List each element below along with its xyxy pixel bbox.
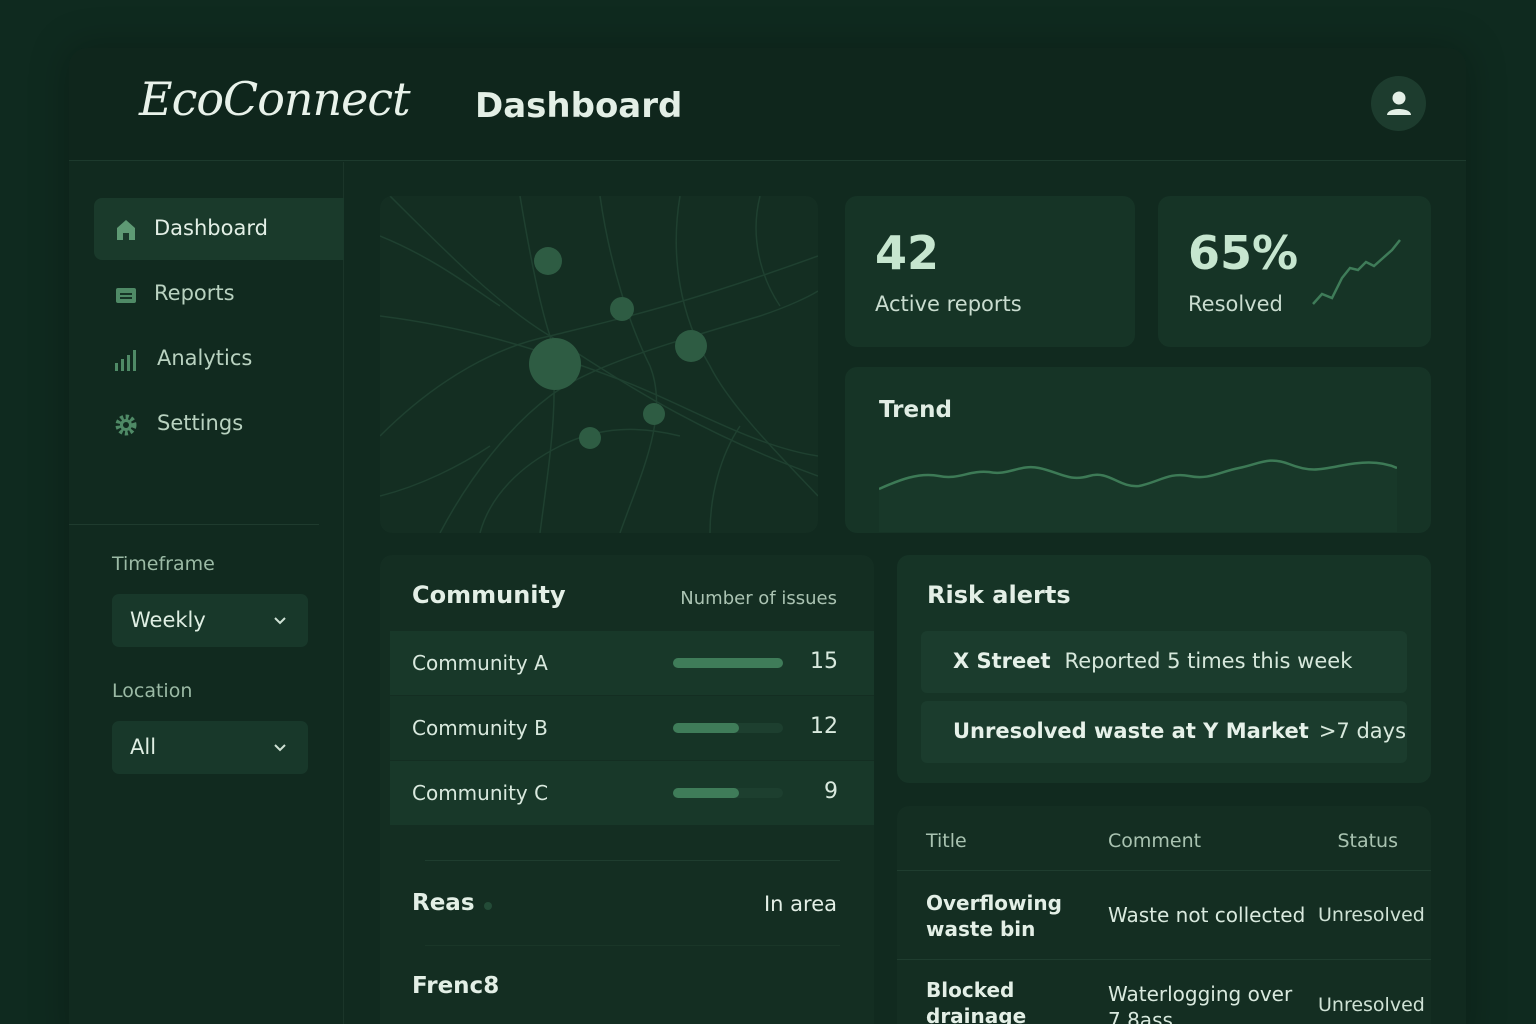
sidebar-item-settings[interactable]: Settings — [94, 393, 344, 455]
community-name: Community B — [412, 716, 548, 740]
issue-bar — [673, 658, 783, 668]
risk-alerts-title: Risk alerts — [927, 581, 1071, 609]
community-row[interactable]: Community C 9 — [390, 761, 874, 825]
location-label: Location — [112, 680, 193, 702]
risk-alert-text: Unresolved waste at Y Market >7 days — [953, 719, 1406, 743]
community-row[interactable]: Community A 15 — [390, 631, 874, 695]
active-reports-label: Active reports — [875, 292, 1022, 316]
issue-bar — [673, 788, 783, 798]
timeframe-select[interactable]: Weekly — [112, 594, 308, 647]
timeframe-label: Timeframe — [112, 553, 215, 575]
column-header-title[interactable]: Title — [926, 830, 967, 852]
avatar[interactable] — [1371, 76, 1426, 131]
top-header: EcoConnect Dashboard — [69, 48, 1466, 161]
risk-alert-detail: >7 days — [1318, 719, 1407, 743]
status-dot — [484, 902, 492, 910]
community-row[interactable]: Community B 12 — [390, 696, 874, 760]
issues-map[interactable] — [380, 196, 818, 533]
map-graphic — [380, 196, 818, 533]
reports-icon — [116, 288, 136, 303]
community-count: 9 — [824, 779, 838, 804]
column-header-status[interactable]: Status — [1337, 830, 1398, 852]
issue-bar-fill — [673, 723, 739, 733]
trend-card[interactable]: Trend — [845, 367, 1431, 533]
risk-alerts-card: Risk alerts X Street Reported 5 times thi… — [897, 555, 1431, 783]
sidebar-item-label: Reports — [154, 281, 235, 305]
sidebar-item-label: Analytics — [157, 346, 253, 370]
table-divider — [897, 959, 1431, 960]
chevron-down-icon — [274, 617, 286, 625]
app-window: EcoConnect Dashboard Dashboard Reports — [69, 48, 1466, 1024]
section-divider — [425, 860, 840, 861]
location-select[interactable]: All — [112, 721, 308, 774]
community-card: Community Number of issues Community A 1… — [380, 555, 874, 1024]
resolved-value: 65% — [1188, 226, 1299, 280]
risk-alert-location: X Street — [953, 649, 1051, 673]
resolved-sparkline — [1312, 239, 1401, 305]
table-divider — [897, 870, 1431, 871]
location-value: All — [130, 735, 157, 759]
risk-alert-item[interactable]: Unresolved waste at Y Market >7 days — [921, 701, 1407, 763]
sidebar-item-reports[interactable]: Reports — [94, 263, 344, 325]
user-icon — [1387, 91, 1411, 115]
bar-chart-icon — [115, 350, 136, 371]
issue-bar — [673, 723, 783, 733]
timeframe-value: Weekly — [130, 608, 206, 632]
sidebar: Dashboard Reports Analytics — [69, 162, 344, 1024]
in-area-label: In area — [763, 892, 837, 916]
community-count: 15 — [810, 649, 838, 674]
column-header-comment[interactable]: Comment — [1108, 830, 1202, 852]
row-comment: Waterlogging over 7 8ass — [1108, 982, 1293, 1024]
frenc-label: Frenc8 — [412, 973, 500, 999]
trend-chart — [879, 459, 1397, 532]
risk-alert-item[interactable]: X Street Reported 5 times this week — [921, 631, 1407, 693]
community-title: Community — [412, 581, 566, 609]
chevron-down-icon — [274, 744, 286, 752]
home-icon — [117, 220, 135, 240]
resolved-card[interactable]: 65% Resolved — [1158, 196, 1431, 347]
community-subtitle: Number of issues — [680, 588, 837, 609]
row-status: Unresolved — [1318, 904, 1425, 926]
issue-bar-fill — [673, 658, 783, 668]
sidebar-item-analytics[interactable]: Analytics — [94, 328, 344, 390]
risk-alert-text: X Street Reported 5 times this week — [953, 649, 1352, 673]
issue-bar-fill — [673, 788, 739, 798]
risk-alert-location: Unresolved waste at Y Market — [953, 719, 1309, 743]
row-title: Overflowing waste bin — [926, 891, 1062, 941]
row-comment: Waste not collected — [1108, 903, 1306, 927]
community-name: Community C — [412, 781, 549, 805]
app-logo[interactable]: EcoConnect — [139, 72, 411, 126]
sidebar-item-label: Settings — [157, 411, 244, 435]
community-name: Community A — [412, 651, 548, 675]
risk-alert-detail: Reported 5 times this week — [1064, 649, 1353, 673]
sidebar-divider — [69, 524, 319, 525]
community-count: 12 — [810, 714, 838, 739]
page-title: Dashboard — [475, 86, 683, 126]
active-reports-value: 42 — [875, 226, 940, 280]
trend-title: Trend — [879, 397, 952, 423]
gear-icon — [115, 414, 137, 436]
reas-label: Reas — [412, 890, 475, 916]
resolved-label: Resolved — [1188, 292, 1283, 316]
reports-table: Title Comment Status Overflowing waste b… — [897, 806, 1431, 1024]
section-divider — [425, 945, 840, 946]
sidebar-item-label: Dashboard — [154, 216, 268, 240]
sidebar-item-dashboard[interactable]: Dashboard — [94, 198, 344, 260]
row-title: Blocked drainage — [926, 978, 1027, 1024]
active-reports-card[interactable]: 42 Active reports — [845, 196, 1135, 347]
row-status: Unresolved — [1318, 994, 1425, 1016]
